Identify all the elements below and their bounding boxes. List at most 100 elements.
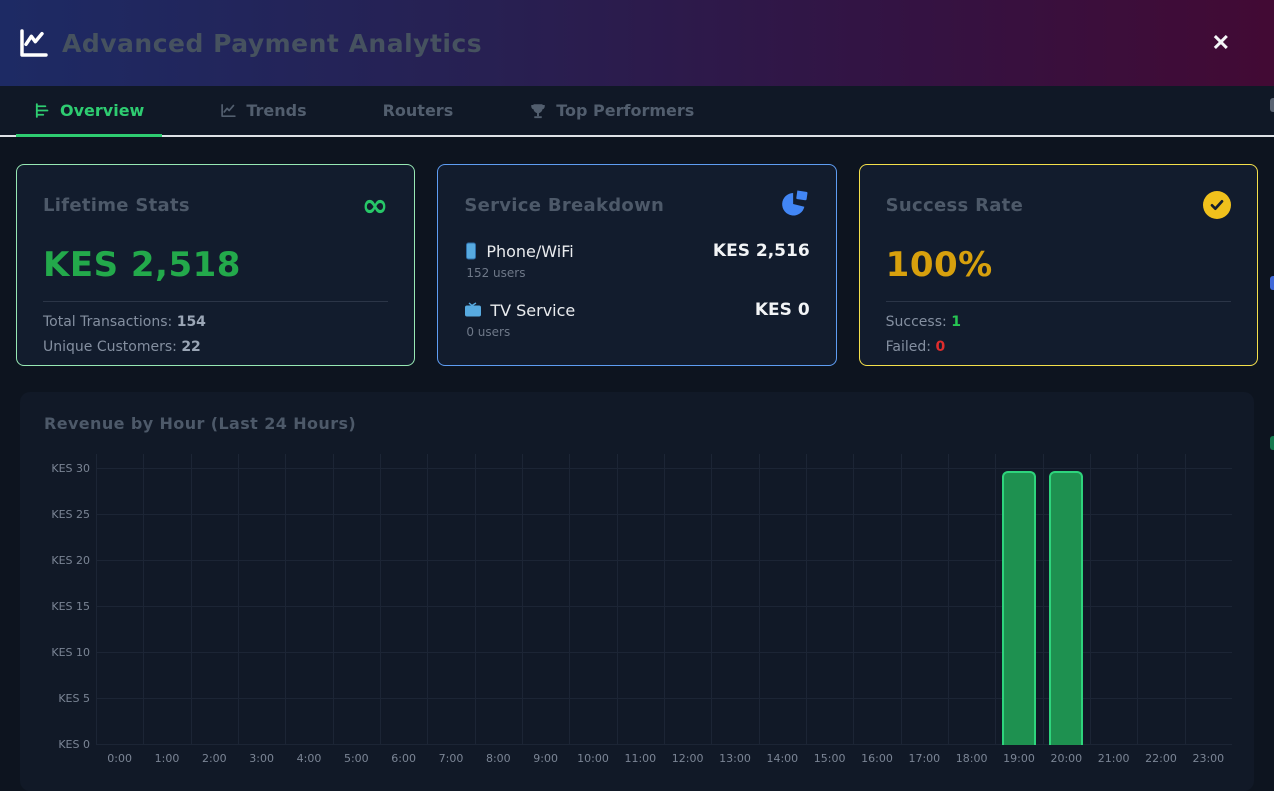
- gridline: [96, 454, 97, 745]
- stat-label: Failed:: [885, 339, 931, 355]
- edge-clipped-button-blue[interactable]: [1270, 276, 1274, 290]
- gridline: [427, 454, 429, 745]
- success-count-row: Success: 1: [886, 314, 1231, 330]
- divider: [43, 301, 389, 302]
- chart-x-axis: 0:00 1:00 2:00 3:00 4:00 5:00 6:00 7:00 8:00 9:00…: [96, 745, 1232, 767]
- x-tick-label: 22:00: [1145, 752, 1177, 765]
- x-tick-label: 21:00: [1097, 752, 1130, 765]
- x-tick-label: 19:00: [1003, 752, 1035, 765]
- edge-clipped-button-green[interactable]: [1270, 436, 1274, 450]
- gridline: [190, 454, 192, 745]
- tab-trends[interactable]: Trends: [202, 86, 324, 135]
- card-title: Service Breakdown: [464, 194, 665, 216]
- service-users: 0 users: [466, 325, 511, 339]
- infinity-icon: ∞: [361, 186, 389, 224]
- tab-label: Top Performers: [556, 101, 695, 120]
- x-tick-label: 2:00: [201, 752, 227, 765]
- unique-customers-row: Unique Customers: 22: [43, 339, 388, 355]
- stat-value: 1: [951, 314, 961, 330]
- x-tick-label: 8:00: [485, 752, 511, 765]
- y-tick-label: KES 15: [51, 600, 90, 613]
- tab-overview[interactable]: Overview: [16, 86, 163, 137]
- page-title: Advanced Payment Analytics: [62, 28, 483, 58]
- gridline: [758, 454, 760, 745]
- gridline: [285, 454, 287, 745]
- x-tick-label: 13:00: [719, 752, 751, 765]
- lifetime-total-value: KES 2,518: [43, 245, 241, 285]
- failed-count-row: Failed: 0: [886, 339, 1231, 355]
- gridline: [1137, 454, 1139, 745]
- stat-label: Total Transactions:: [43, 314, 173, 330]
- tab-label: Routers: [382, 101, 454, 120]
- check-circle-icon: [1202, 191, 1231, 219]
- gridline: [569, 454, 571, 745]
- tab-top-performers[interactable]: Top Performers: [511, 86, 712, 135]
- card-title: Success Rate: [885, 194, 1024, 216]
- chart-title: Revenue by Hour (Last 24 Hours): [44, 414, 357, 433]
- chart-plot-area: [96, 439, 1232, 745]
- gridline: [948, 454, 949, 745]
- modal-header: Advanced Payment Analytics ✕: [0, 0, 1274, 86]
- stat-value: 0: [935, 339, 946, 355]
- revenue-bar-20:00[interactable]: [1049, 470, 1084, 745]
- gridline: [853, 454, 855, 745]
- lifetime-stats-card: Lifetime Stats ∞ KES 2,518 Total Transac…: [16, 164, 416, 366]
- gridline: [1184, 454, 1186, 745]
- gridline: [143, 454, 145, 745]
- x-tick-label: 14:00: [766, 752, 799, 765]
- success-rate-card: Success Rate 100% Success: 1 Failed: 0: [858, 164, 1258, 366]
- card-title: Lifetime Stats: [43, 194, 190, 216]
- tab-bar: Overview Trends Routers Top Performers: [0, 86, 1274, 137]
- tab-routers[interactable]: Routers: [365, 86, 472, 135]
- y-tick-label: KES 5: [58, 692, 90, 705]
- x-tick-label: 18:00: [955, 752, 988, 765]
- gridline: [806, 454, 807, 745]
- x-tick-label: 1:00: [154, 752, 180, 765]
- tab-label: Trends: [246, 101, 307, 120]
- gridline: [995, 454, 997, 745]
- y-tick-label: KES 30: [51, 462, 90, 475]
- gridline: [522, 454, 523, 745]
- x-tick-label: 11:00: [624, 752, 657, 765]
- service-amount: KES 0: [754, 300, 810, 320]
- service-users: 152 users: [466, 266, 526, 280]
- x-tick-label: 6:00: [391, 752, 417, 765]
- x-tick-label: 3:00: [249, 752, 275, 765]
- service-row-tv: TV Service KES 0: [464, 300, 810, 320]
- total-transactions-row: Total Transactions: 154: [43, 314, 388, 330]
- x-tick-label: 5:00: [343, 752, 369, 765]
- gridline: [474, 454, 476, 745]
- stat-label: Success:: [885, 314, 947, 330]
- y-tick-label: KES 0: [58, 738, 90, 751]
- x-tick-label: 15:00: [813, 752, 846, 765]
- edge-clipped-button-gray[interactable]: [1270, 98, 1274, 112]
- chart-y-axis: KES 0 KES 5 KES 10 KES 15 KES 20 KES 25 KES 30: [42, 439, 96, 751]
- revenue-bar-19:00[interactable]: [1002, 470, 1036, 745]
- gridline: [332, 454, 334, 745]
- tab-label: Overview: [60, 101, 145, 120]
- stat-cards-row: Lifetime Stats ∞ KES 2,518 Total Transac…: [0, 137, 1274, 366]
- x-tick-label: 7:00: [438, 752, 464, 765]
- x-tick-label: 12:00: [671, 752, 704, 765]
- y-tick-label: KES 10: [51, 646, 90, 659]
- service-breakdown-card: Service Breakdown Phone/WiFi KES 2,516 1…: [437, 164, 837, 366]
- close-button[interactable]: ✕: [1202, 28, 1240, 58]
- divider: [885, 301, 1231, 302]
- bar-chart-icon: [34, 102, 51, 119]
- service-row-phone: Phone/WiFi KES 2,516: [464, 241, 810, 261]
- gridline: [900, 454, 902, 745]
- stat-label: Unique Customers:: [43, 339, 177, 355]
- stat-value: 154: [176, 314, 206, 330]
- gridline: [1042, 454, 1044, 745]
- line-chart-icon: [220, 102, 237, 119]
- service-amount: KES 2,516: [712, 241, 810, 261]
- stat-value: 22: [181, 339, 201, 355]
- success-rate-value: 100%: [885, 245, 993, 285]
- trophy-icon: [529, 102, 547, 120]
- revenue-chart-panel: Revenue by Hour (Last 24 Hours) KES 0 KES…: [20, 392, 1254, 791]
- x-tick-label: 20:00: [1050, 752, 1083, 765]
- x-tick-label: 0:00: [107, 752, 133, 765]
- chart-line-icon: [18, 26, 52, 60]
- phone-icon: [464, 242, 478, 260]
- gridline: [238, 454, 239, 745]
